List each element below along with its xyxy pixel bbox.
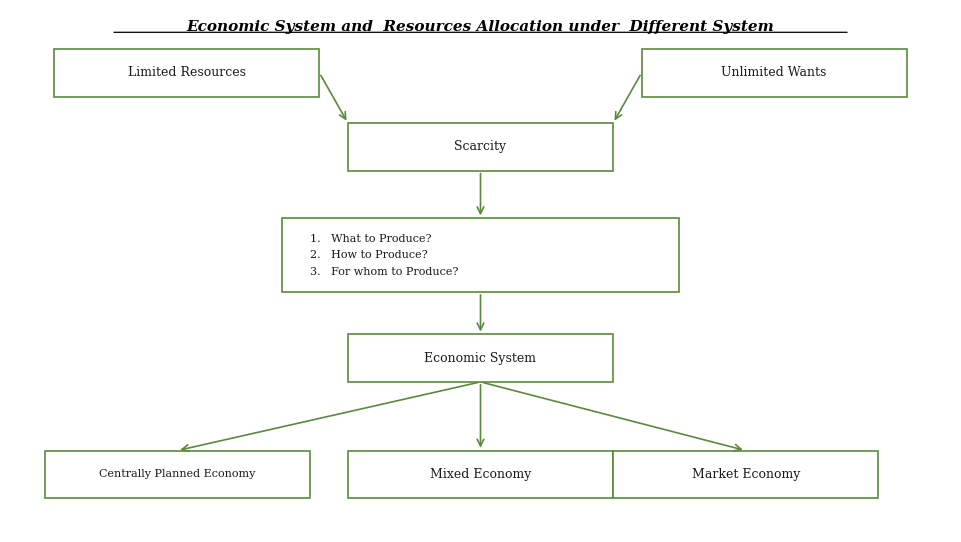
- FancyBboxPatch shape: [348, 334, 613, 382]
- FancyBboxPatch shape: [348, 450, 613, 498]
- FancyBboxPatch shape: [55, 49, 319, 96]
- Text: Unlimited Wants: Unlimited Wants: [722, 67, 826, 80]
- FancyBboxPatch shape: [348, 123, 613, 171]
- Text: Mixed Economy: Mixed Economy: [430, 468, 531, 481]
- Text: Limited Resources: Limited Resources: [128, 67, 246, 80]
- Text: Economic System and  Resources Allocation under  Different System: Economic System and Resources Allocation…: [186, 20, 775, 34]
- Text: Centrally Planned Economy: Centrally Planned Economy: [99, 469, 256, 479]
- FancyBboxPatch shape: [613, 450, 878, 498]
- FancyBboxPatch shape: [642, 49, 906, 96]
- Text: Market Economy: Market Economy: [692, 468, 800, 481]
- Text: Economic System: Economic System: [425, 352, 536, 365]
- FancyBboxPatch shape: [45, 450, 310, 498]
- FancyBboxPatch shape: [282, 218, 679, 292]
- Text: 1.   What to Produce?
2.   How to Produce?
3.   For whom to Produce?: 1. What to Produce? 2. How to Produce? 3…: [310, 234, 458, 276]
- Text: Scarcity: Scarcity: [455, 140, 506, 153]
